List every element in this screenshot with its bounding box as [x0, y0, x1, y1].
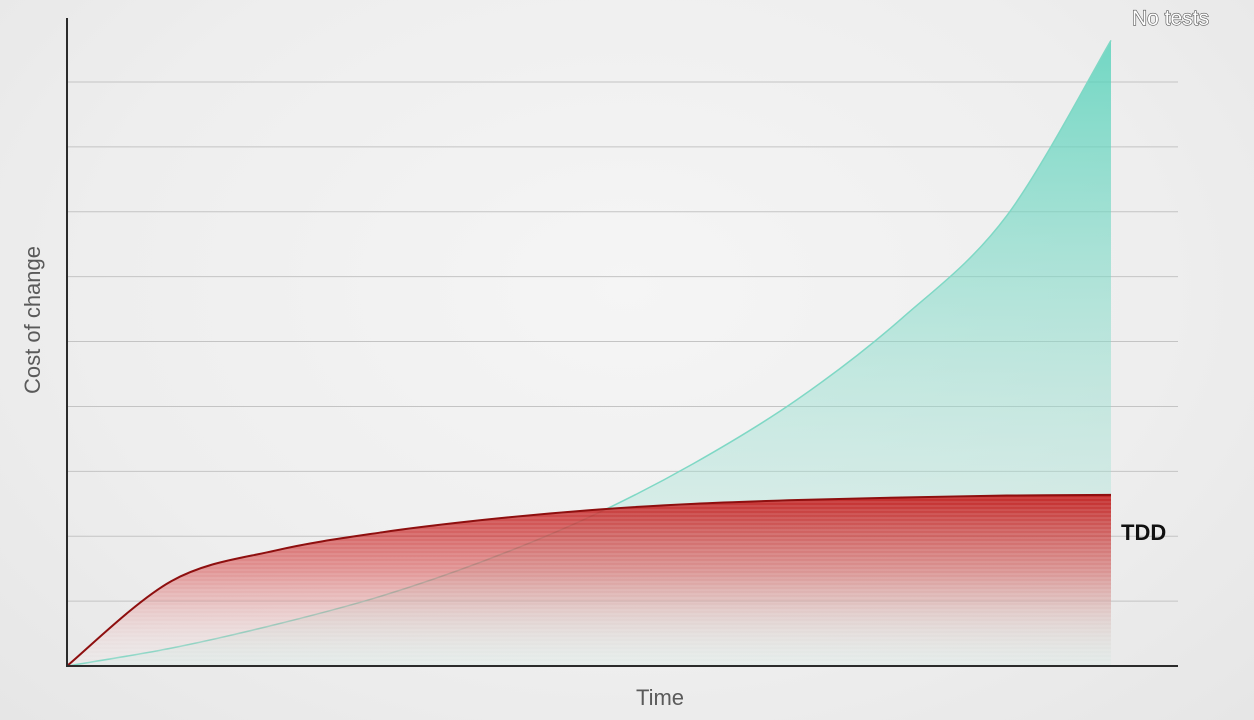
- series-area-texture-tdd: [67, 494, 1111, 666]
- gridlines: [67, 81, 1178, 602]
- y-axis-title: Cost of change: [20, 246, 45, 394]
- x-axis-title: Time: [636, 685, 684, 710]
- series-label-no-tests: No tests: [1132, 7, 1209, 30]
- series-label-tdd: TDD: [1121, 520, 1166, 545]
- series-areas: [66, 39, 1112, 667]
- series-line-tdd: [66, 493, 1112, 667]
